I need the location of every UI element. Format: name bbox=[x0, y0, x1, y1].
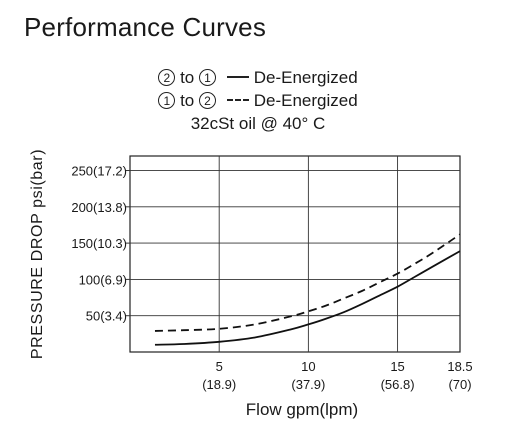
x-tick-label: 15 bbox=[390, 359, 404, 374]
plot-frame bbox=[129, 155, 461, 353]
legend-label: De-Energized bbox=[253, 91, 358, 110]
port-number-badge: 1 bbox=[198, 69, 216, 86]
x-tick-sublabel: (37.9) bbox=[291, 377, 325, 392]
x-tick-sublabel: (18.9) bbox=[202, 377, 236, 392]
series-solid-line bbox=[154, 250, 461, 346]
y-tick-label: 250(17.2) bbox=[71, 164, 127, 179]
x-tick-label: 18.5 bbox=[447, 359, 472, 374]
y-tick-label: 150(10.3) bbox=[71, 236, 127, 251]
chart-legend: 2 to 1 De-Energized 1 to 2 De-Energized … bbox=[0, 66, 516, 135]
series-dashed-line bbox=[154, 233, 461, 332]
port-number-badge: 1 bbox=[158, 92, 176, 109]
y-tick-label: 100(6.9) bbox=[79, 272, 127, 287]
page-title: Performance Curves bbox=[24, 12, 267, 42]
y-axis-label: PRESSURE DROP psi(bar) bbox=[29, 148, 46, 360]
legend-to-word: to bbox=[180, 68, 195, 87]
y-tick-label: 50(3.4) bbox=[86, 309, 127, 324]
solid-line-swatch bbox=[226, 76, 249, 78]
x-tick-sublabel: (56.8) bbox=[381, 377, 415, 392]
x-tick-sublabel: (70) bbox=[448, 377, 471, 392]
x-axis-label: Flow gpm(lpm) bbox=[245, 400, 359, 419]
dashed-line-swatch bbox=[226, 99, 249, 101]
port-number-badge: 2 bbox=[158, 69, 176, 86]
test-condition: 32cSt oil @ 40° C bbox=[190, 114, 326, 133]
port-number-badge: 2 bbox=[198, 92, 216, 109]
legend-entry-dashed: 1 to 2 De-Energized bbox=[0, 89, 516, 112]
x-tick-label: 10 bbox=[301, 359, 315, 374]
x-tick-label: 5 bbox=[216, 359, 223, 374]
legend-to-word: to bbox=[180, 91, 195, 110]
y-tick-label: 200(13.8) bbox=[71, 200, 127, 215]
legend-label: De-Energized bbox=[253, 68, 358, 87]
legend-entry-solid: 2 to 1 De-Energized bbox=[0, 66, 516, 89]
